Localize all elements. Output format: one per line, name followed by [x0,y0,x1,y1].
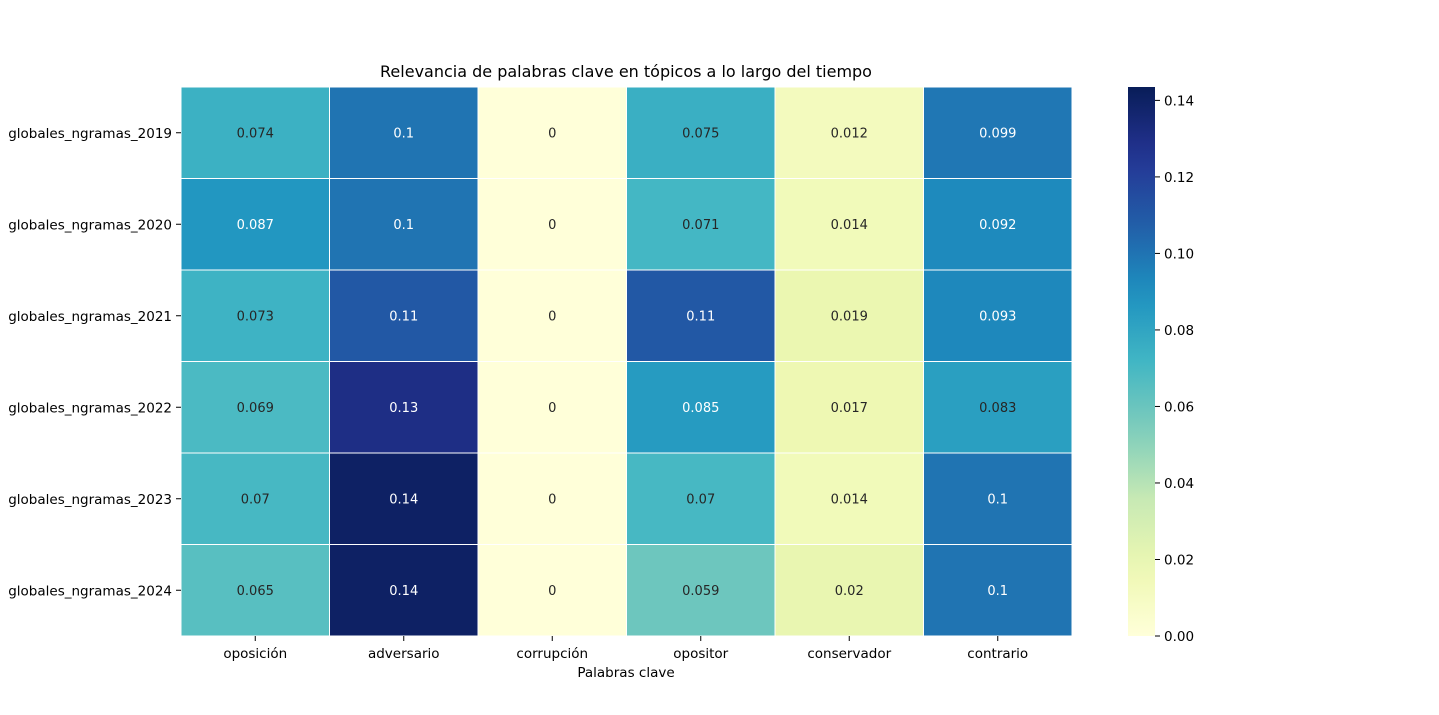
heatmap-cell [626,452,776,545]
x-tick-label: conservador [807,646,891,662]
heatmap-cell [477,269,627,362]
cell-value-label: 0.14 [389,492,418,507]
cell-value-label: 0.014 [831,492,868,507]
cell-value-label: 0.012 [831,126,868,141]
heatmap-cell [626,178,776,271]
cell-value-label: 0.1 [393,126,414,141]
heatmap-cell [774,361,924,454]
heatmap-cell [774,269,924,362]
cell-value-label: 0.13 [389,401,418,416]
cell-value-label: 0.073 [237,309,274,324]
x-axis: oposición adversario corrupción opositor con… [223,636,1028,662]
heatmap-cell [774,86,924,179]
cell-value-label: 0 [548,218,556,233]
cell-value-label: 0.083 [979,401,1016,416]
cell-value-label: 0.069 [237,401,274,416]
cell-value-label: 0.07 [241,492,270,507]
cell-value-label: 0.074 [237,126,274,141]
cell-value-label: 0.085 [682,401,719,416]
x-tick-label: contrario [967,646,1028,662]
heatmap-cell [923,178,1073,271]
heatmap-cell [923,269,1073,362]
y-tick-label: globales_ngramas_2024 [8,583,172,599]
colorbar-tick-label: 0.04 [1164,476,1194,492]
heatmap-cell [774,544,924,637]
colorbar-tick-label: 0.00 [1164,629,1194,645]
colorbar-tick-label: 0.12 [1164,170,1194,186]
x-tick-label: oposición [223,646,287,662]
cell-value-label: 0.1 [987,492,1008,507]
heatmap-cell [180,86,330,179]
cell-value-label: 0.075 [682,126,719,141]
chart-title: Relevancia de palabras clave en tópicos … [380,62,872,81]
heatmap-cell [180,452,330,545]
cell-value-label: 0.059 [682,584,719,599]
cell-value-label: 0.099 [979,126,1016,141]
cell-value-label: 0 [548,401,556,416]
heatmap-cell [180,544,330,637]
cell-value-label: 0.019 [831,309,868,324]
heatmap-cell [477,86,627,179]
heatmap-cell [477,452,627,545]
y-tick-label: globales_ngramas_2022 [8,400,172,416]
cell-value-label: 0 [548,309,556,324]
cell-value-label: 0.07 [686,492,715,507]
cell-value-label: 0 [548,584,556,599]
x-tick-label: adversario [368,646,440,662]
colorbar-tick-label: 0.14 [1164,93,1194,109]
cell-value-label: 0.014 [831,218,868,233]
heatmap-cell [626,86,776,179]
x-axis-label: Palabras clave [577,665,674,681]
x-tick-label: opositor [673,646,728,662]
heatmap-cell [626,269,776,362]
heatmap-cells [180,86,1073,637]
heatmap-cell [923,86,1073,179]
heatmap-cell [626,361,776,454]
colorbar-tick-label: 0.08 [1164,323,1194,339]
heatmap-cell-labels: 0.074 0.1 0 0.075 0.012 0.099 0.087 0.1 0 0.071 0.… [237,126,1017,599]
cell-value-label: 0.1 [987,584,1008,599]
cell-value-label: 0.11 [686,309,715,324]
cell-value-label: 0.1 [393,218,414,233]
colorbar-gradient [1128,87,1155,636]
cell-value-label: 0.071 [682,218,719,233]
cell-value-label: 0.065 [237,584,274,599]
cell-value-label: 0.02 [835,584,864,599]
colorbar-tick-label: 0.10 [1164,246,1194,262]
cell-value-label: 0.092 [979,218,1016,233]
y-tick-label: globales_ngramas_2021 [8,309,172,325]
heatmap-cell [180,361,330,454]
cell-value-label: 0.087 [237,218,274,233]
heatmap-cell [180,269,330,362]
heatmap-cell [329,269,479,362]
heatmap-cell [329,361,479,454]
cell-value-label: 0.11 [389,309,418,324]
heatmap-cell [329,86,479,179]
heatmap-cell [477,361,627,454]
y-axis: globales_ngramas_2019 globales_ngramas_20… [8,126,181,599]
colorbar: 0.00 0.02 0.04 0.06 0.08 0.10 0.12 0.14 [1128,87,1194,645]
heatmap-cell [329,178,479,271]
heatmap-cell [923,544,1073,637]
cell-value-label: 0.017 [831,401,868,416]
heatmap-cell [923,452,1073,545]
y-tick-label: globales_ngramas_2019 [8,126,172,142]
cell-value-label: 0.093 [979,309,1016,324]
heatmap-cell [774,452,924,545]
cell-value-label: 0.14 [389,584,418,599]
y-tick-label: globales_ngramas_2023 [8,492,172,508]
y-tick-label: globales_ngramas_2020 [8,217,172,233]
colorbar-tick-label: 0.02 [1164,552,1194,568]
colorbar-tick-label: 0.06 [1164,399,1194,415]
cell-value-label: 0 [548,126,556,141]
heatmap-cell [923,361,1073,454]
cell-value-label: 0 [548,492,556,507]
x-tick-label: corrupción [516,646,588,662]
